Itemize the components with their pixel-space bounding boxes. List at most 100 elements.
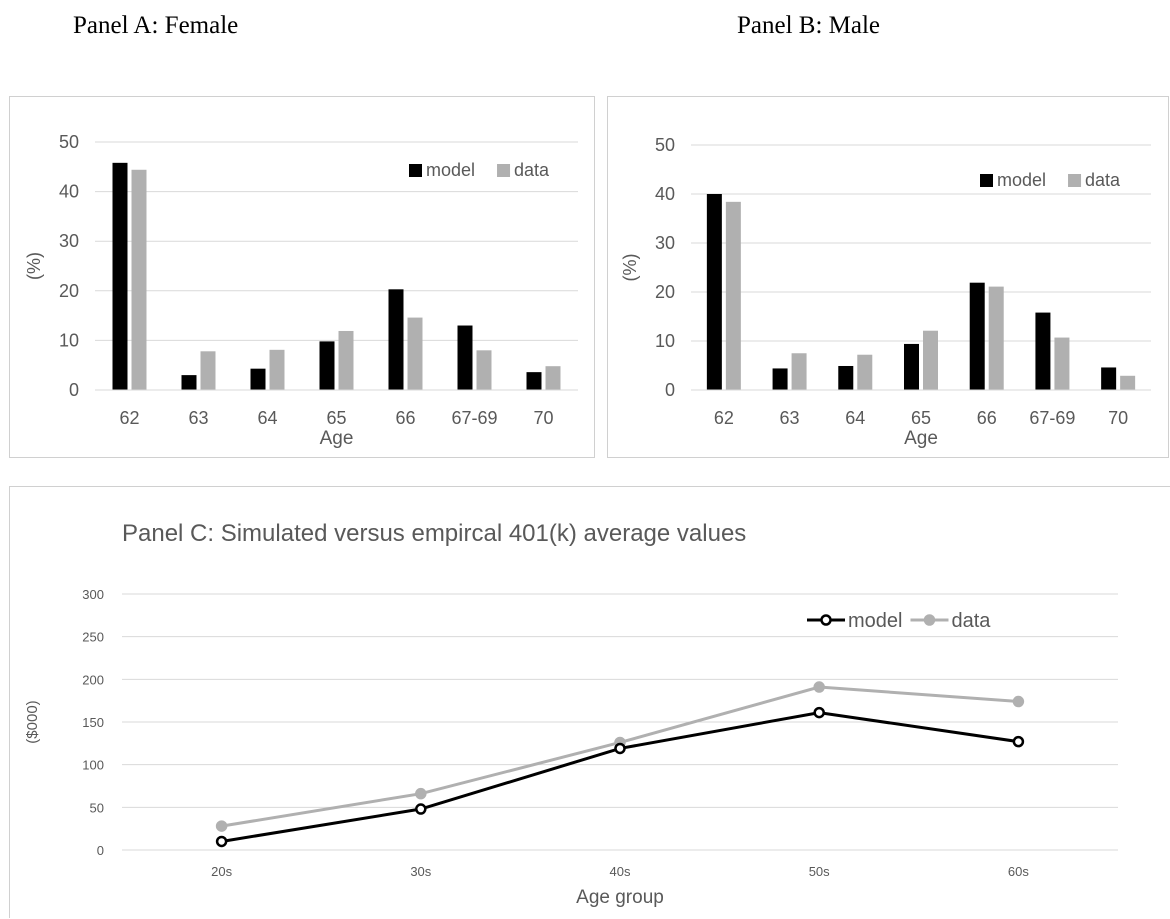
- female-x-tick-label: 66: [395, 408, 415, 428]
- male-y-tick-label: 40: [655, 184, 675, 204]
- savings-legend-label-model: model: [848, 610, 902, 632]
- female-y-tick-label: 30: [59, 231, 79, 251]
- male-x-tick-label: 63: [780, 408, 800, 428]
- female-y-tick-label: 0: [69, 380, 79, 400]
- savings-chart-title: Panel C: Simulated versus empircal 401(k…: [122, 520, 746, 547]
- savings-point-model: [614, 742, 626, 755]
- female-bar-model: [457, 325, 473, 390]
- savings-y-tick-label: 250: [82, 630, 104, 645]
- male-bar-data: [1120, 375, 1136, 390]
- female-x-tick-label: 64: [257, 408, 277, 428]
- savings-x-tick-label: 20s: [211, 864, 232, 879]
- female-x-tick-label: 65: [326, 408, 346, 428]
- female-x-tick-label: 70: [533, 408, 553, 428]
- male-y-tick-label: 20: [655, 282, 675, 302]
- female-legend-label-model: model: [426, 160, 475, 180]
- savings-line-chart: Panel C: Simulated versus empircal 401(k…: [24, 520, 1118, 908]
- female-bar-data: [476, 350, 492, 390]
- savings-x-tick-label: 60s: [1008, 864, 1029, 879]
- savings-y-tick-label: 150: [82, 715, 104, 730]
- male-bar-data: [791, 353, 807, 390]
- female-bar-model: [112, 162, 128, 390]
- savings-line-data: [221, 685, 1019, 828]
- female-y-tick-label: 40: [59, 182, 79, 202]
- male-y-tick-label: 50: [655, 135, 675, 155]
- savings-x-tick-label: 30s: [410, 864, 431, 879]
- male-bar-model: [904, 343, 919, 390]
- male-bar-model: [1101, 367, 1117, 390]
- male-y-tick-label: 30: [655, 233, 675, 253]
- savings-y-tick-label: 200: [82, 672, 104, 687]
- female-x-tick-label: 62: [119, 408, 139, 428]
- male-legend-swatch-data: [1068, 174, 1082, 187]
- male-bar-chart: 0 10 20 30 40 50 62 63 64 65 66 67-69 70 Age (%) model d…: [620, 135, 1151, 449]
- savings-y-axis-label: ($000): [24, 700, 41, 743]
- male-bar-model: [838, 365, 854, 390]
- savings-point-data: [813, 681, 825, 693]
- female-chart-box: 0 10 20 30 40 50 62 63 64 65 66 67-69 70 Age (%) model d…: [9, 96, 595, 458]
- male-x-axis-label: Age: [904, 428, 938, 449]
- savings-chart-box: Panel C: Simulated versus empircal 401(k…: [9, 486, 1170, 918]
- male-x-tick-label: 67-69: [1029, 408, 1075, 428]
- savings-y-tick-label: 100: [82, 758, 104, 773]
- male-legend-label-model: model: [997, 170, 1046, 190]
- female-y-tick-label: 50: [59, 132, 79, 152]
- male-x-tick-label: 65: [911, 408, 931, 428]
- male-y-tick-label: 0: [665, 380, 675, 400]
- male-bar-data: [725, 201, 741, 390]
- panel-a-heading: Panel A: Female: [73, 12, 239, 39]
- female-x-tick-label: 67-69: [451, 408, 497, 428]
- savings-line-model: [221, 711, 1019, 843]
- male-bar-data: [988, 286, 1004, 390]
- male-bar-model: [969, 282, 985, 390]
- savings-y-tick-label: 50: [90, 800, 104, 815]
- female-bar-model: [181, 375, 197, 390]
- female-legend-swatch-model: [409, 164, 422, 177]
- savings-legend-marker-model: [820, 614, 832, 626]
- savings-y-tick-label: 0: [97, 843, 104, 858]
- male-legend-swatch-model: [980, 174, 993, 187]
- savings-x-tick-label: 50s: [809, 864, 830, 879]
- female-bar-data: [269, 349, 285, 390]
- female-bar-model: [526, 372, 542, 390]
- male-chart-box: 0 10 20 30 40 50 62 63 64 65 66 67-69 70 Age (%) model d…: [607, 96, 1169, 458]
- savings-legend-label-data: data: [951, 610, 991, 632]
- female-bar-model: [250, 368, 266, 390]
- female-bar-data: [131, 169, 147, 390]
- savings-point-model: [415, 803, 427, 815]
- female-bar-model: [319, 341, 335, 390]
- savings-x-tick-label: 40s: [610, 864, 631, 879]
- male-legend-label-data: data: [1085, 170, 1121, 190]
- savings-point-data: [1012, 695, 1025, 708]
- female-bar-data: [338, 330, 354, 390]
- female-x-axis-label: Age: [320, 428, 354, 449]
- female-x-tick-label: 63: [188, 408, 208, 428]
- male-bar-data: [857, 354, 873, 390]
- panel-b-heading: Panel B: Male: [737, 12, 881, 39]
- savings-x-axis-label: Age group: [576, 887, 664, 908]
- female-y-tick-label: 10: [59, 330, 79, 350]
- male-bar-model: [1035, 312, 1051, 390]
- savings-legend-marker-data: [923, 614, 936, 626]
- female-bar-model: [388, 289, 404, 390]
- male-bar-model: [706, 194, 722, 390]
- male-y-tick-label: 10: [655, 331, 675, 351]
- female-bar-data: [545, 366, 561, 390]
- savings-point-model: [813, 706, 825, 719]
- female-bar-data: [200, 351, 216, 390]
- savings-point-model: [1012, 735, 1025, 748]
- female-bar-chart: 0 10 20 30 40 50 62 63 64 65 66 67-69 70 Age (%) model d…: [24, 132, 578, 449]
- male-x-tick-label: 66: [977, 408, 997, 428]
- male-x-tick-label: 64: [845, 408, 865, 428]
- female-legend-swatch-data: [497, 164, 511, 177]
- male-bar-data: [1054, 337, 1070, 390]
- savings-point-model: [215, 835, 228, 848]
- savings-point-data: [415, 787, 427, 800]
- female-y-axis-label: (%): [24, 252, 44, 280]
- female-legend-label-data: data: [514, 160, 550, 180]
- female-y-tick-label: 20: [59, 281, 79, 301]
- savings-y-tick-label: 300: [82, 587, 104, 602]
- female-bar-data: [407, 317, 423, 390]
- male-x-tick-label: 70: [1108, 408, 1128, 428]
- male-x-tick-label: 62: [714, 408, 734, 428]
